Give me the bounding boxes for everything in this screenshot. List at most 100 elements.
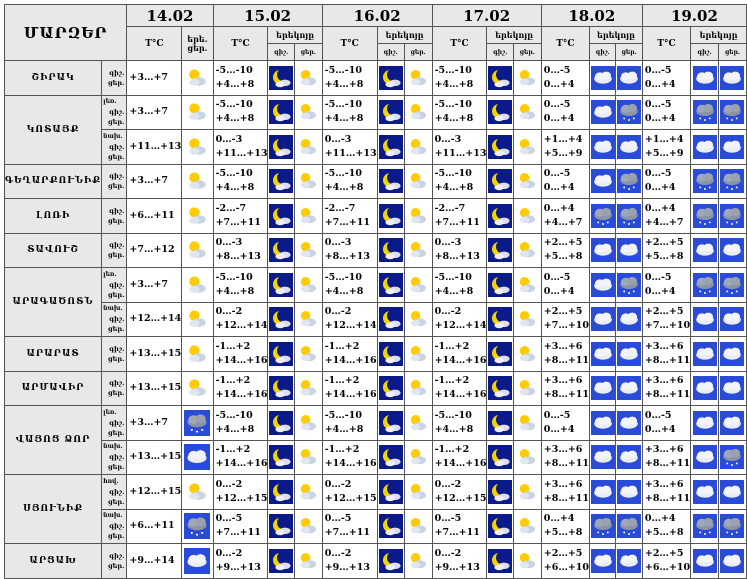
- night-temp: +1…+4: [543, 133, 583, 145]
- night-temp: -5…-10: [434, 409, 472, 421]
- moon-cloud-icon: [488, 65, 513, 90]
- day-temp: +3…+7: [129, 278, 169, 290]
- day-temp: +8…+11: [543, 492, 590, 504]
- moon-cloud-icon: [488, 376, 513, 401]
- icon-cell: [486, 439, 514, 475]
- icon-cell: [486, 129, 514, 165]
- day-label: ցեր.: [108, 561, 125, 570]
- icon-cell: [376, 439, 405, 475]
- moon-cloud-icon: [378, 65, 403, 90]
- day-label: ցեր.: [108, 78, 125, 87]
- temp-cell: 0…-5 0…+4: [641, 60, 692, 96]
- temp-cell: 0…-5 0…+4: [641, 94, 692, 130]
- day-temp: 0…+4: [543, 113, 575, 125]
- icon-cell: [376, 370, 405, 406]
- sun-cloud-icon: [296, 479, 321, 504]
- icon-cell: [589, 336, 617, 372]
- sun-cloud-icon: [515, 238, 540, 263]
- icon-cell: [589, 60, 617, 96]
- day-temp: +4…+7: [543, 216, 583, 228]
- temp-cell: 0…-2 +12…+14: [321, 301, 378, 337]
- snow-cloud-icon: [590, 514, 615, 539]
- icon-cell: [717, 94, 747, 130]
- icon-cell: [486, 508, 514, 544]
- night-temp: -5…-10: [324, 64, 362, 76]
- temp-cell: -1…+2 +14…+16: [321, 439, 378, 475]
- temp-cell: +9…+14: [126, 543, 183, 579]
- icon-cell: [717, 543, 747, 579]
- icon-cell: [589, 301, 617, 337]
- sun-cloud-icon: [406, 169, 431, 194]
- night-temp: -1…+2: [434, 444, 470, 456]
- icon-cell: [690, 336, 719, 372]
- icon-cell: [293, 508, 323, 544]
- sun-cloud-icon: [296, 445, 321, 470]
- period-labels: գիշ. ցեր.: [101, 543, 128, 579]
- temp-cell: +3…+6 +8…+11: [540, 336, 591, 372]
- zone-label: լեռ.: [103, 98, 117, 106]
- day-label: ցեր.: [108, 428, 125, 437]
- night-temp: 0…-5: [543, 409, 571, 421]
- cloud-icon: [617, 548, 642, 573]
- sun-cloud-icon: [406, 548, 431, 573]
- sun-cloud-icon: [515, 514, 540, 539]
- temp-cell: 0…-3 +8…+13: [321, 232, 378, 268]
- icon-cell: [376, 543, 405, 579]
- icon-cell: [589, 198, 617, 234]
- icon-cell: [589, 405, 617, 441]
- cloud-icon: [720, 307, 745, 332]
- unit-header: T°C: [321, 26, 378, 61]
- snow-cloud-icon: [720, 169, 745, 194]
- moon-cloud-icon: [488, 203, 513, 228]
- day-temp: +11…+13: [129, 140, 182, 152]
- icon-cell: [717, 370, 747, 406]
- day-temp: +7…+10: [543, 320, 590, 332]
- icon-cell: [267, 129, 295, 165]
- night-temp: -5…-10: [324, 271, 362, 283]
- temp-cell: 0…-5 +7…+11: [212, 508, 269, 544]
- temp-cell: 0…-2 +9…+13: [321, 543, 378, 579]
- snow-cloud-icon: [720, 100, 745, 125]
- moon-cloud-icon: [269, 203, 294, 228]
- night-subheader: գիշ.: [589, 43, 617, 61]
- icon-cell: [615, 439, 643, 475]
- forecast-table: ՄԱՐԶԵՐ 14.02 15.02 16.02 17.02 18.02 19.…: [3, 4, 747, 579]
- sun-cloud-icon: [296, 169, 321, 194]
- icon-cell: [403, 439, 433, 475]
- moon-cloud-icon: [488, 238, 513, 263]
- icon-cell: [615, 370, 643, 406]
- day-temp: +4…+8: [215, 78, 255, 90]
- night-temp: +2…+5: [644, 547, 684, 559]
- cloud-icon: [590, 65, 615, 90]
- sun-cloud-icon: [296, 410, 321, 435]
- day-temp: +4…+8: [215, 285, 255, 297]
- night-temp: 0…-2: [215, 306, 243, 318]
- temp-cell: +2…+5 +5…+8: [641, 232, 692, 268]
- icon-cell: [403, 508, 433, 544]
- icon-cell: [403, 198, 433, 234]
- temp-cell: 0…+4 +4…+7: [641, 198, 692, 234]
- temp-cell: +3…+6 +8…+11: [540, 439, 591, 475]
- icon-cell: [181, 508, 214, 544]
- icon-cell: [403, 267, 433, 303]
- temp-cell: 0…-2 +12…+15: [431, 474, 488, 510]
- temp-cell: 0…-3 +11…+13: [321, 129, 378, 165]
- night-temp: -2…-7: [215, 202, 247, 214]
- night-temp: -5…-10: [434, 64, 472, 76]
- region-name: ՏԱՎՈՒՇ: [3, 232, 103, 268]
- icon-cell: [717, 198, 747, 234]
- temp-cell: +3…+6 +8…+11: [540, 370, 591, 406]
- sun-cloud-icon: [515, 100, 540, 125]
- day-temp: +12…+14: [324, 320, 377, 332]
- temp-cell: 0…-2 +12…+14: [431, 301, 488, 337]
- night-temp: 0…-5: [543, 64, 571, 76]
- zone-label: նախ.: [103, 132, 123, 140]
- sun-cloud-icon: [515, 134, 540, 159]
- cloud-icon: [590, 169, 615, 194]
- temp-cell: +6…+11: [126, 198, 183, 234]
- night-temp: -5…-10: [215, 99, 253, 111]
- snow-cloud-icon: [692, 169, 717, 194]
- sun-cloud-icon: [296, 548, 321, 573]
- night-temp: +1…+4: [644, 133, 684, 145]
- icon-cell: [690, 232, 719, 268]
